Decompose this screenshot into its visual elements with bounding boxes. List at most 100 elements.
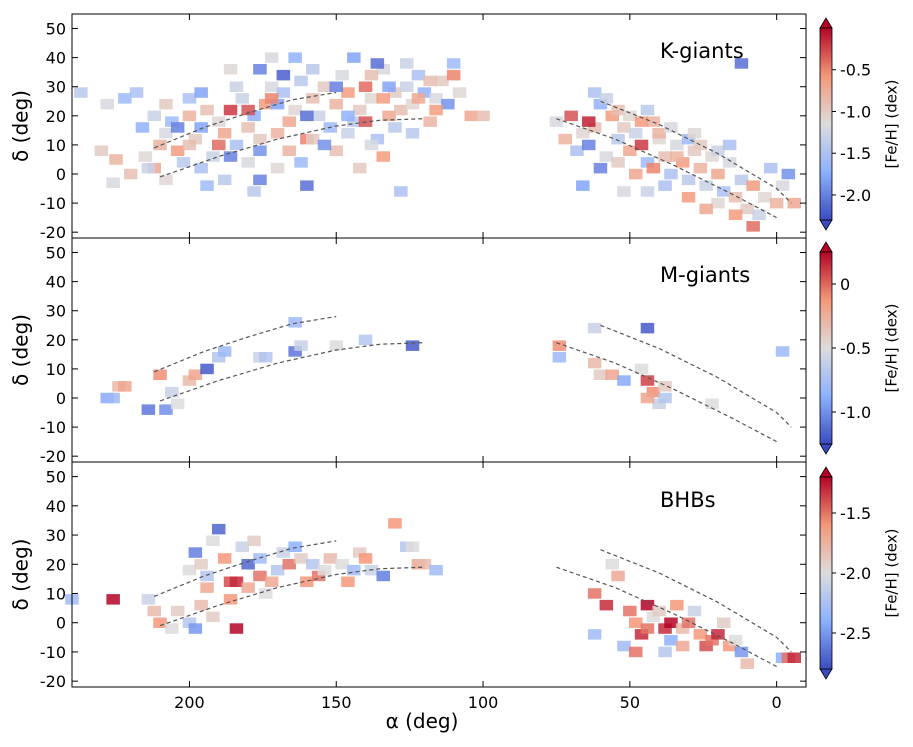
heatmap-cell xyxy=(182,93,197,104)
heatmap-cell xyxy=(623,110,637,122)
heatmap-cell xyxy=(282,559,296,570)
heatmap-cell xyxy=(734,646,749,658)
heatmap-cell xyxy=(341,128,355,139)
heatmap-cell xyxy=(306,559,320,570)
heatmap-cell xyxy=(587,588,602,599)
heatmap-cell xyxy=(153,139,167,151)
heatmap-cell xyxy=(323,553,338,564)
heatmap-cell xyxy=(617,640,631,652)
y-tick-label: 10 xyxy=(46,584,66,603)
y-tick-label: 40 xyxy=(46,273,66,292)
heatmap-cell xyxy=(629,128,643,139)
heatmap-cell xyxy=(552,340,567,351)
heatmap-cell xyxy=(170,122,185,133)
heatmap-cell xyxy=(576,128,590,139)
heatmap-cell xyxy=(446,69,461,81)
heatmap-cell xyxy=(652,133,666,145)
heatmap-cell xyxy=(429,564,443,576)
panel-m-giants: 50 40 30 20 10 0 -10 -20 M-giants δ (deg) 0 -0.5… xyxy=(9,237,901,466)
colorbar-tick-label: -1.5 xyxy=(840,144,871,163)
heatmap-cell xyxy=(552,352,567,363)
heatmap-cell xyxy=(593,162,608,174)
colorbar-extend-max xyxy=(819,466,833,478)
y-tick-label: -20 xyxy=(40,672,66,691)
heatmap-cell xyxy=(247,186,261,197)
heatmap-cell xyxy=(329,145,343,156)
heatmap-cell xyxy=(106,594,120,605)
heatmap-cell xyxy=(353,104,367,116)
heatmap-cell xyxy=(300,110,314,122)
y-tick-label: 10 xyxy=(46,136,66,155)
heatmap-cell xyxy=(317,139,332,151)
x-tick-label: 150 xyxy=(321,693,352,712)
heatmap-cell xyxy=(182,617,197,628)
heatmap-cell xyxy=(282,116,296,127)
heatmap-cell xyxy=(147,605,161,617)
heatmap-cell xyxy=(705,151,719,162)
heatmap-cell xyxy=(212,139,226,151)
heatmap-cell xyxy=(188,547,203,558)
heatmap-cell xyxy=(740,658,754,669)
heatmap-cell xyxy=(629,617,643,628)
heatmap-cell xyxy=(658,392,672,404)
heatmap-cell xyxy=(288,52,302,63)
m-giants-y-ticks: 50 40 30 20 10 0 -10 -20 xyxy=(40,244,806,466)
heatmap-cell xyxy=(94,145,109,156)
stream-track-line xyxy=(600,549,792,653)
heatmap-cell xyxy=(775,346,790,357)
heatmap-cell xyxy=(194,559,208,570)
heatmap-cell xyxy=(358,81,373,92)
heatmap-cell xyxy=(441,98,455,110)
heatmap-cell xyxy=(587,322,602,334)
heatmap-cell xyxy=(787,197,801,209)
heatmap-cell xyxy=(593,369,608,380)
heatmap-cell xyxy=(429,93,443,104)
heatmap-cell xyxy=(306,64,320,75)
heatmap-cell xyxy=(159,98,173,110)
stream-track-line xyxy=(153,315,337,373)
heatmap-cell xyxy=(109,154,123,165)
colorbar-gradient xyxy=(819,476,833,670)
heatmap-cell xyxy=(182,564,197,576)
heatmap-cell xyxy=(446,58,461,69)
stream-track-line xyxy=(600,100,792,204)
heatmap-cell xyxy=(200,570,214,582)
heatmap-cell xyxy=(640,104,655,116)
heatmap-cell xyxy=(341,576,355,587)
k-giants-colorbar: -0.5 -1.0 -1.5 -2.0 [Fe/H] (dex) xyxy=(819,17,901,231)
heatmap-cell xyxy=(629,168,643,180)
x-tick-label: 100 xyxy=(468,693,499,712)
stream-track-line xyxy=(159,342,425,402)
heatmap-cell xyxy=(288,346,302,357)
heatmap-cell xyxy=(212,352,226,363)
heatmap-cell xyxy=(129,87,144,98)
heatmap-cell xyxy=(746,180,760,191)
heatmap-cell xyxy=(617,375,631,386)
heatmap-cell xyxy=(640,623,655,634)
k-giants-panel-title: K-giants xyxy=(660,39,744,63)
heatmap-cell xyxy=(658,381,672,392)
bhbs-x-ticks: 200 150 100 50 0 xyxy=(174,462,782,712)
heatmap-cell xyxy=(640,322,655,334)
heatmap-cell xyxy=(699,640,713,652)
heatmap-cell xyxy=(270,162,285,174)
stream-track-line xyxy=(556,342,777,443)
colorbar-tick-label: -1.5 xyxy=(840,504,871,523)
heatmap-cell xyxy=(599,151,614,162)
heatmap-cell xyxy=(247,110,261,122)
k-giants-y-axis-label: δ (deg) xyxy=(9,90,33,162)
heatmap-cell xyxy=(300,576,314,587)
heatmap-cell xyxy=(699,203,713,215)
heatmap-cell xyxy=(711,197,725,209)
heatmap-cell xyxy=(758,192,772,203)
stream-track-line xyxy=(153,91,337,149)
bhbs-panel-title: BHBs xyxy=(660,488,716,512)
heatmap-cell xyxy=(382,81,396,92)
heatmap-cell xyxy=(629,646,643,658)
heatmap-cell xyxy=(411,69,426,81)
k-giants-y-ticks: 50 40 30 20 10 0 -10 -20 xyxy=(40,20,806,242)
heatmap-cell xyxy=(182,139,197,151)
heatmap-cell xyxy=(376,151,390,162)
heatmap-cell xyxy=(693,629,708,640)
